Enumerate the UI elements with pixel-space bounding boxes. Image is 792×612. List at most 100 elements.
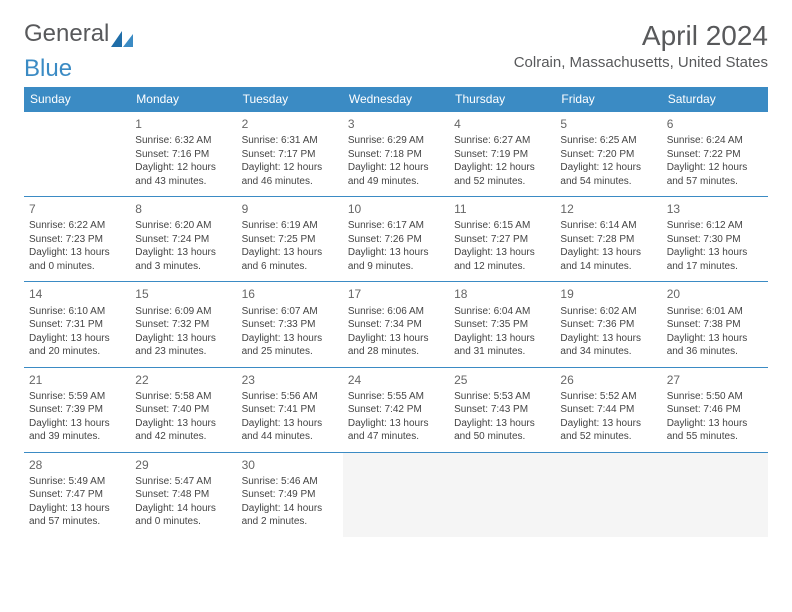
calendar-day-cell: 24Sunrise: 5:55 AMSunset: 7:42 PMDayligh… xyxy=(343,367,449,452)
sunset-line: Sunset: 7:46 PM xyxy=(667,403,763,417)
calendar-day-cell: 13Sunrise: 6:12 AMSunset: 7:30 PMDayligh… xyxy=(662,197,768,282)
daylight-line: Daylight: 14 hours and 2 minutes. xyxy=(242,502,338,529)
daylight-line: Daylight: 12 hours and 46 minutes. xyxy=(242,161,338,188)
daylight-line: Daylight: 14 hours and 0 minutes. xyxy=(135,502,231,529)
daylight-line: Daylight: 13 hours and 57 minutes. xyxy=(29,502,125,529)
sunrise-line: Sunrise: 6:10 AM xyxy=(29,305,125,319)
sunrise-line: Sunrise: 6:20 AM xyxy=(135,219,231,233)
sunset-line: Sunset: 7:18 PM xyxy=(348,148,444,162)
day-header: Monday xyxy=(130,87,236,112)
calendar-header-row: SundayMondayTuesdayWednesdayThursdayFrid… xyxy=(24,87,768,112)
calendar-day-cell: 1Sunrise: 6:32 AMSunset: 7:16 PMDaylight… xyxy=(130,112,236,197)
day-number: 11 xyxy=(454,201,550,217)
sunrise-line: Sunrise: 6:29 AM xyxy=(348,134,444,148)
sunset-line: Sunset: 7:32 PM xyxy=(135,318,231,332)
day-number: 30 xyxy=(242,457,338,473)
calendar-day-cell: 6 Sunrise: 6:24 AMSunset: 7:22 PMDaylight… xyxy=(662,112,768,197)
sunrise-line: Sunrise: 6:12 AM xyxy=(667,219,763,233)
day-number: 5 xyxy=(560,116,656,132)
daylight-line: Daylight: 13 hours and 44 minutes. xyxy=(242,417,338,444)
daylight-line: Daylight: 13 hours and 42 minutes. xyxy=(135,417,231,444)
calendar-day-cell: 26Sunrise: 5:52 AMSunset: 7:44 PMDayligh… xyxy=(555,367,661,452)
sunset-line: Sunset: 7:39 PM xyxy=(29,403,125,417)
calendar-body: 1Sunrise: 6:32 AMSunset: 7:16 PMDaylight… xyxy=(24,112,768,537)
calendar-week-row: 28Sunrise: 5:49 AMSunset: 7:47 PMDayligh… xyxy=(24,452,768,537)
daylight-line: Daylight: 13 hours and 12 minutes. xyxy=(454,246,550,273)
sunrise-line: Sunrise: 6:01 AM xyxy=(667,305,763,319)
calendar-day-cell xyxy=(662,452,768,537)
calendar-day-cell: 16Sunrise: 6:07 AMSunset: 7:33 PMDayligh… xyxy=(237,282,343,367)
sunrise-line: Sunrise: 6:06 AM xyxy=(348,305,444,319)
day-number: 21 xyxy=(29,372,125,388)
day-number: 28 xyxy=(29,457,125,473)
sunset-line: Sunset: 7:25 PM xyxy=(242,233,338,247)
sunrise-line: Sunrise: 6:04 AM xyxy=(454,305,550,319)
day-number: 16 xyxy=(242,286,338,302)
day-number: 3 xyxy=(348,116,444,132)
calendar-day-cell: 25Sunrise: 5:53 AMSunset: 7:43 PMDayligh… xyxy=(449,367,555,452)
calendar-day-cell: 8Sunrise: 6:20 AMSunset: 7:24 PMDaylight… xyxy=(130,197,236,282)
sunrise-line: Sunrise: 6:24 AM xyxy=(667,134,763,148)
sunrise-line: Sunrise: 6:09 AM xyxy=(135,305,231,319)
sunset-line: Sunset: 7:19 PM xyxy=(454,148,550,162)
sunset-line: Sunset: 7:24 PM xyxy=(135,233,231,247)
day-number: 4 xyxy=(454,116,550,132)
sunrise-line: Sunrise: 6:17 AM xyxy=(348,219,444,233)
logo-text-blue: Blue xyxy=(24,55,768,83)
day-number: 9 xyxy=(242,201,338,217)
sunrise-line: Sunrise: 5:50 AM xyxy=(667,390,763,404)
daylight-line: Daylight: 12 hours and 57 minutes. xyxy=(667,161,763,188)
sunset-line: Sunset: 7:22 PM xyxy=(667,148,763,162)
calendar-day-cell: 27 Sunrise: 5:50 AMSunset: 7:46 PMDayligh… xyxy=(662,367,768,452)
daylight-line: Daylight: 12 hours and 43 minutes. xyxy=(135,161,231,188)
calendar-week-row: 1Sunrise: 6:32 AMSunset: 7:16 PMDaylight… xyxy=(24,112,768,197)
day-number: 15 xyxy=(135,286,231,302)
calendar-day-cell: 5Sunrise: 6:25 AMSunset: 7:20 PMDaylight… xyxy=(555,112,661,197)
day-number: 12 xyxy=(560,201,656,217)
sunrise-line: Sunrise: 6:25 AM xyxy=(560,134,656,148)
daylight-line: Daylight: 13 hours and 55 minutes. xyxy=(667,417,763,444)
sunrise-line: Sunrise: 5:59 AM xyxy=(29,390,125,404)
daylight-line: Daylight: 13 hours and 23 minutes. xyxy=(135,332,231,359)
sunrise-line: Sunrise: 6:15 AM xyxy=(454,219,550,233)
sunset-line: Sunset: 7:36 PM xyxy=(560,318,656,332)
day-header: Wednesday xyxy=(343,87,449,112)
calendar-day-cell: 15 Sunrise: 6:09 AMSunset: 7:32 PMDayligh… xyxy=(130,282,236,367)
calendar-day-cell: 2Sunrise: 6:31 AMSunset: 7:17 PMDaylight… xyxy=(237,112,343,197)
sunrise-line: Sunrise: 5:53 AM xyxy=(454,390,550,404)
day-number: 24 xyxy=(348,372,444,388)
daylight-line: Daylight: 13 hours and 14 minutes. xyxy=(560,246,656,273)
day-number: 25 xyxy=(454,372,550,388)
calendar-week-row: 7Sunrise: 6:22 AMSunset: 7:23 PMDaylight… xyxy=(24,197,768,282)
calendar-day-cell: 23Sunrise: 5:56 AMSunset: 7:41 PMDayligh… xyxy=(237,367,343,452)
month-title: April 2024 xyxy=(514,20,768,52)
sunset-line: Sunset: 7:23 PM xyxy=(29,233,125,247)
day-number: 18 xyxy=(454,286,550,302)
daylight-line: Daylight: 12 hours and 49 minutes. xyxy=(348,161,444,188)
sunset-line: Sunset: 7:27 PM xyxy=(454,233,550,247)
calendar-day-cell: 30Sunrise: 5:46 AMSunset: 7:49 PMDayligh… xyxy=(237,452,343,537)
logo-sail-icon xyxy=(111,26,133,42)
day-number: 7 xyxy=(29,201,125,217)
day-number: 17 xyxy=(348,286,444,302)
daylight-line: Daylight: 13 hours and 28 minutes. xyxy=(348,332,444,359)
day-number: 23 xyxy=(242,372,338,388)
daylight-line: Daylight: 13 hours and 36 minutes. xyxy=(667,332,763,359)
daylight-line: Daylight: 13 hours and 3 minutes. xyxy=(135,246,231,273)
sunset-line: Sunset: 7:16 PM xyxy=(135,148,231,162)
day-number: 6 xyxy=(667,116,763,132)
day-header: Thursday xyxy=(449,87,555,112)
day-number: 27 xyxy=(667,372,763,388)
day-header: Friday xyxy=(555,87,661,112)
sunset-line: Sunset: 7:30 PM xyxy=(667,233,763,247)
daylight-line: Daylight: 13 hours and 0 minutes. xyxy=(29,246,125,273)
sunrise-line: Sunrise: 5:49 AM xyxy=(29,475,125,489)
sunrise-line: Sunrise: 6:32 AM xyxy=(135,134,231,148)
sunrise-line: Sunrise: 6:27 AM xyxy=(454,134,550,148)
day-number: 13 xyxy=(667,201,763,217)
daylight-line: Daylight: 13 hours and 50 minutes. xyxy=(454,417,550,444)
sunset-line: Sunset: 7:41 PM xyxy=(242,403,338,417)
sunrise-line: Sunrise: 6:31 AM xyxy=(242,134,338,148)
day-number: 22 xyxy=(135,372,231,388)
sunrise-line: Sunrise: 5:47 AM xyxy=(135,475,231,489)
